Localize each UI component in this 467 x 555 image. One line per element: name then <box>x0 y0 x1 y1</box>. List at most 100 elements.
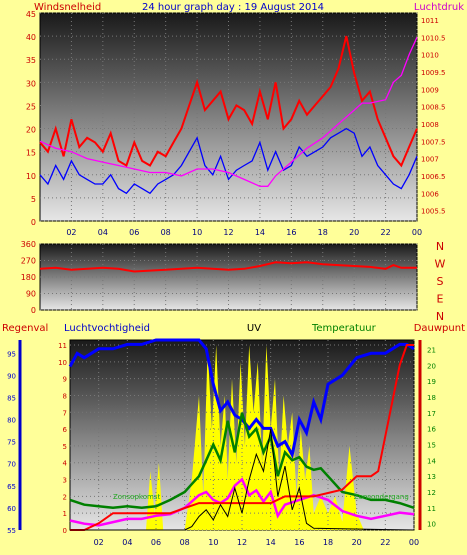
temperature-label: Temperatuur <box>311 323 377 334</box>
y-tick-wind: 15 <box>26 149 36 158</box>
y-tick-rain: 7 <box>63 409 67 417</box>
y-tick-humidity: 90 <box>7 372 16 380</box>
x-tick: 20 <box>352 538 362 547</box>
y-tick-temperature: 19 <box>427 378 436 386</box>
y-tick-temperature: 20 <box>427 362 436 370</box>
x-tick: 02 <box>94 538 104 547</box>
x-tick: 06 <box>151 538 161 547</box>
y-tick-rain: 1 <box>63 510 67 518</box>
chart-title: 24 hour graph day : 19 August 2014 <box>142 2 324 13</box>
y-tick-rain: 0 <box>63 527 67 535</box>
uv-line <box>70 429 415 531</box>
y-tick-rain: 3 <box>63 477 67 485</box>
y-tick-wind: 45 <box>26 10 36 19</box>
x-tick: 04 <box>98 228 108 237</box>
compass-letter: W <box>435 258 446 271</box>
x-tick: 12 <box>223 228 233 237</box>
y-tick-wind: 25 <box>26 102 36 111</box>
y-tick-temperature: 14 <box>427 457 436 465</box>
sunset-label: Zonsondergang <box>354 493 409 501</box>
y-tick-rain: 11 <box>58 342 67 350</box>
y-tick-temperature: 13 <box>427 473 436 481</box>
compass-letter: E <box>437 293 444 306</box>
y-tick-pressure: 1006 <box>421 190 439 198</box>
y-tick-temperature: 18 <box>427 394 436 402</box>
x-tick: 20 <box>349 228 359 237</box>
dewpoint-line <box>69 477 415 527</box>
y-tick-pressure: 1009 <box>421 86 439 94</box>
sunrise-label: Zonsopkomst <box>113 493 160 501</box>
y-tick-humidity: 85 <box>7 394 16 402</box>
temperature-line <box>69 412 415 510</box>
wind-gust-line <box>39 35 418 168</box>
y-tick-humidity: 80 <box>7 417 16 425</box>
wind-speed-line <box>39 127 418 195</box>
uv-label: UV <box>247 323 261 334</box>
compass-letter: N <box>436 240 444 253</box>
compass-letter: S <box>437 275 444 288</box>
y-tick-pressure: 1006.5 <box>421 173 446 181</box>
right-axis-label: Luchtdruk <box>414 2 464 13</box>
y-tick-direction: 90 <box>26 290 36 299</box>
y-tick-direction: 180 <box>21 273 36 282</box>
y-tick-humidity: 95 <box>7 350 16 358</box>
y-tick-direction: 360 <box>21 240 36 249</box>
x-tick: 14 <box>266 538 276 547</box>
y-tick-pressure: 1009.5 <box>421 69 446 77</box>
pressure-line <box>39 37 418 187</box>
y-tick-temperature: 21 <box>427 347 436 355</box>
y-tick-wind: 35 <box>26 56 36 65</box>
y-tick-humidity: 60 <box>7 505 16 513</box>
y-tick-wind: 40 <box>26 33 36 42</box>
y-tick-pressure: 1007 <box>421 156 439 164</box>
y-tick-rain: 4 <box>63 460 68 468</box>
y-tick-rain: 10 <box>58 359 67 367</box>
x-tick: 16 <box>294 538 304 547</box>
y-tick-pressure: 1008 <box>421 121 439 129</box>
x-tick: 14 <box>255 228 265 237</box>
y-tick-rain: 6 <box>63 426 68 434</box>
wind-direction-line <box>39 261 417 273</box>
x-tick: 16 <box>286 228 296 237</box>
x-tick: 08 <box>161 228 171 237</box>
x-tick: 08 <box>180 538 190 547</box>
compass-letter: N <box>436 310 444 323</box>
y-tick-rain: 5 <box>63 443 67 451</box>
y-tick-wind: 10 <box>26 172 36 181</box>
y-tick-humidity: 75 <box>7 439 16 447</box>
rain-label: Regenval <box>2 323 48 334</box>
x-tick: 18 <box>318 228 328 237</box>
x-tick: 22 <box>380 228 390 237</box>
y-tick-humidity: 55 <box>7 527 16 535</box>
y-tick-pressure: 1005.5 <box>421 208 446 216</box>
rain-line <box>70 344 414 531</box>
y-tick-wind: 0 <box>31 218 36 227</box>
x-tick: 10 <box>208 538 218 547</box>
y-tick-direction: 0 <box>31 306 36 315</box>
y-tick-pressure: 1007.5 <box>421 138 446 146</box>
y-tick-pressure: 1008.5 <box>421 104 446 112</box>
y-tick-temperature: 15 <box>427 442 436 450</box>
y-tick-humidity: 70 <box>7 461 16 469</box>
left-axis-label: Windsnelheid <box>34 2 101 13</box>
y-tick-rain: 8 <box>63 392 67 400</box>
x-tick: 10 <box>192 228 202 237</box>
y-tick-temperature: 11 <box>427 505 436 513</box>
x-tick: 12 <box>237 538 247 547</box>
y-tick-rain: 9 <box>63 376 67 384</box>
y-tick-pressure: 1010.5 <box>421 34 446 42</box>
x-tick: 18 <box>323 538 333 547</box>
humidity-line <box>68 338 415 460</box>
x-tick: 06 <box>129 228 139 237</box>
y-tick-temperature: 17 <box>427 410 436 418</box>
y-tick-wind: 5 <box>31 195 36 204</box>
humidity-label: Luchtvochtigheid <box>64 323 150 334</box>
x-tick: 00 <box>412 228 422 237</box>
x-tick: 00 <box>409 538 419 547</box>
x-tick: 02 <box>66 228 76 237</box>
dewpoint-label: Dauwpunt <box>414 323 465 334</box>
x-tick: 22 <box>380 538 390 547</box>
y-tick-pressure: 1010 <box>421 52 439 60</box>
x-tick: 04 <box>122 538 132 547</box>
